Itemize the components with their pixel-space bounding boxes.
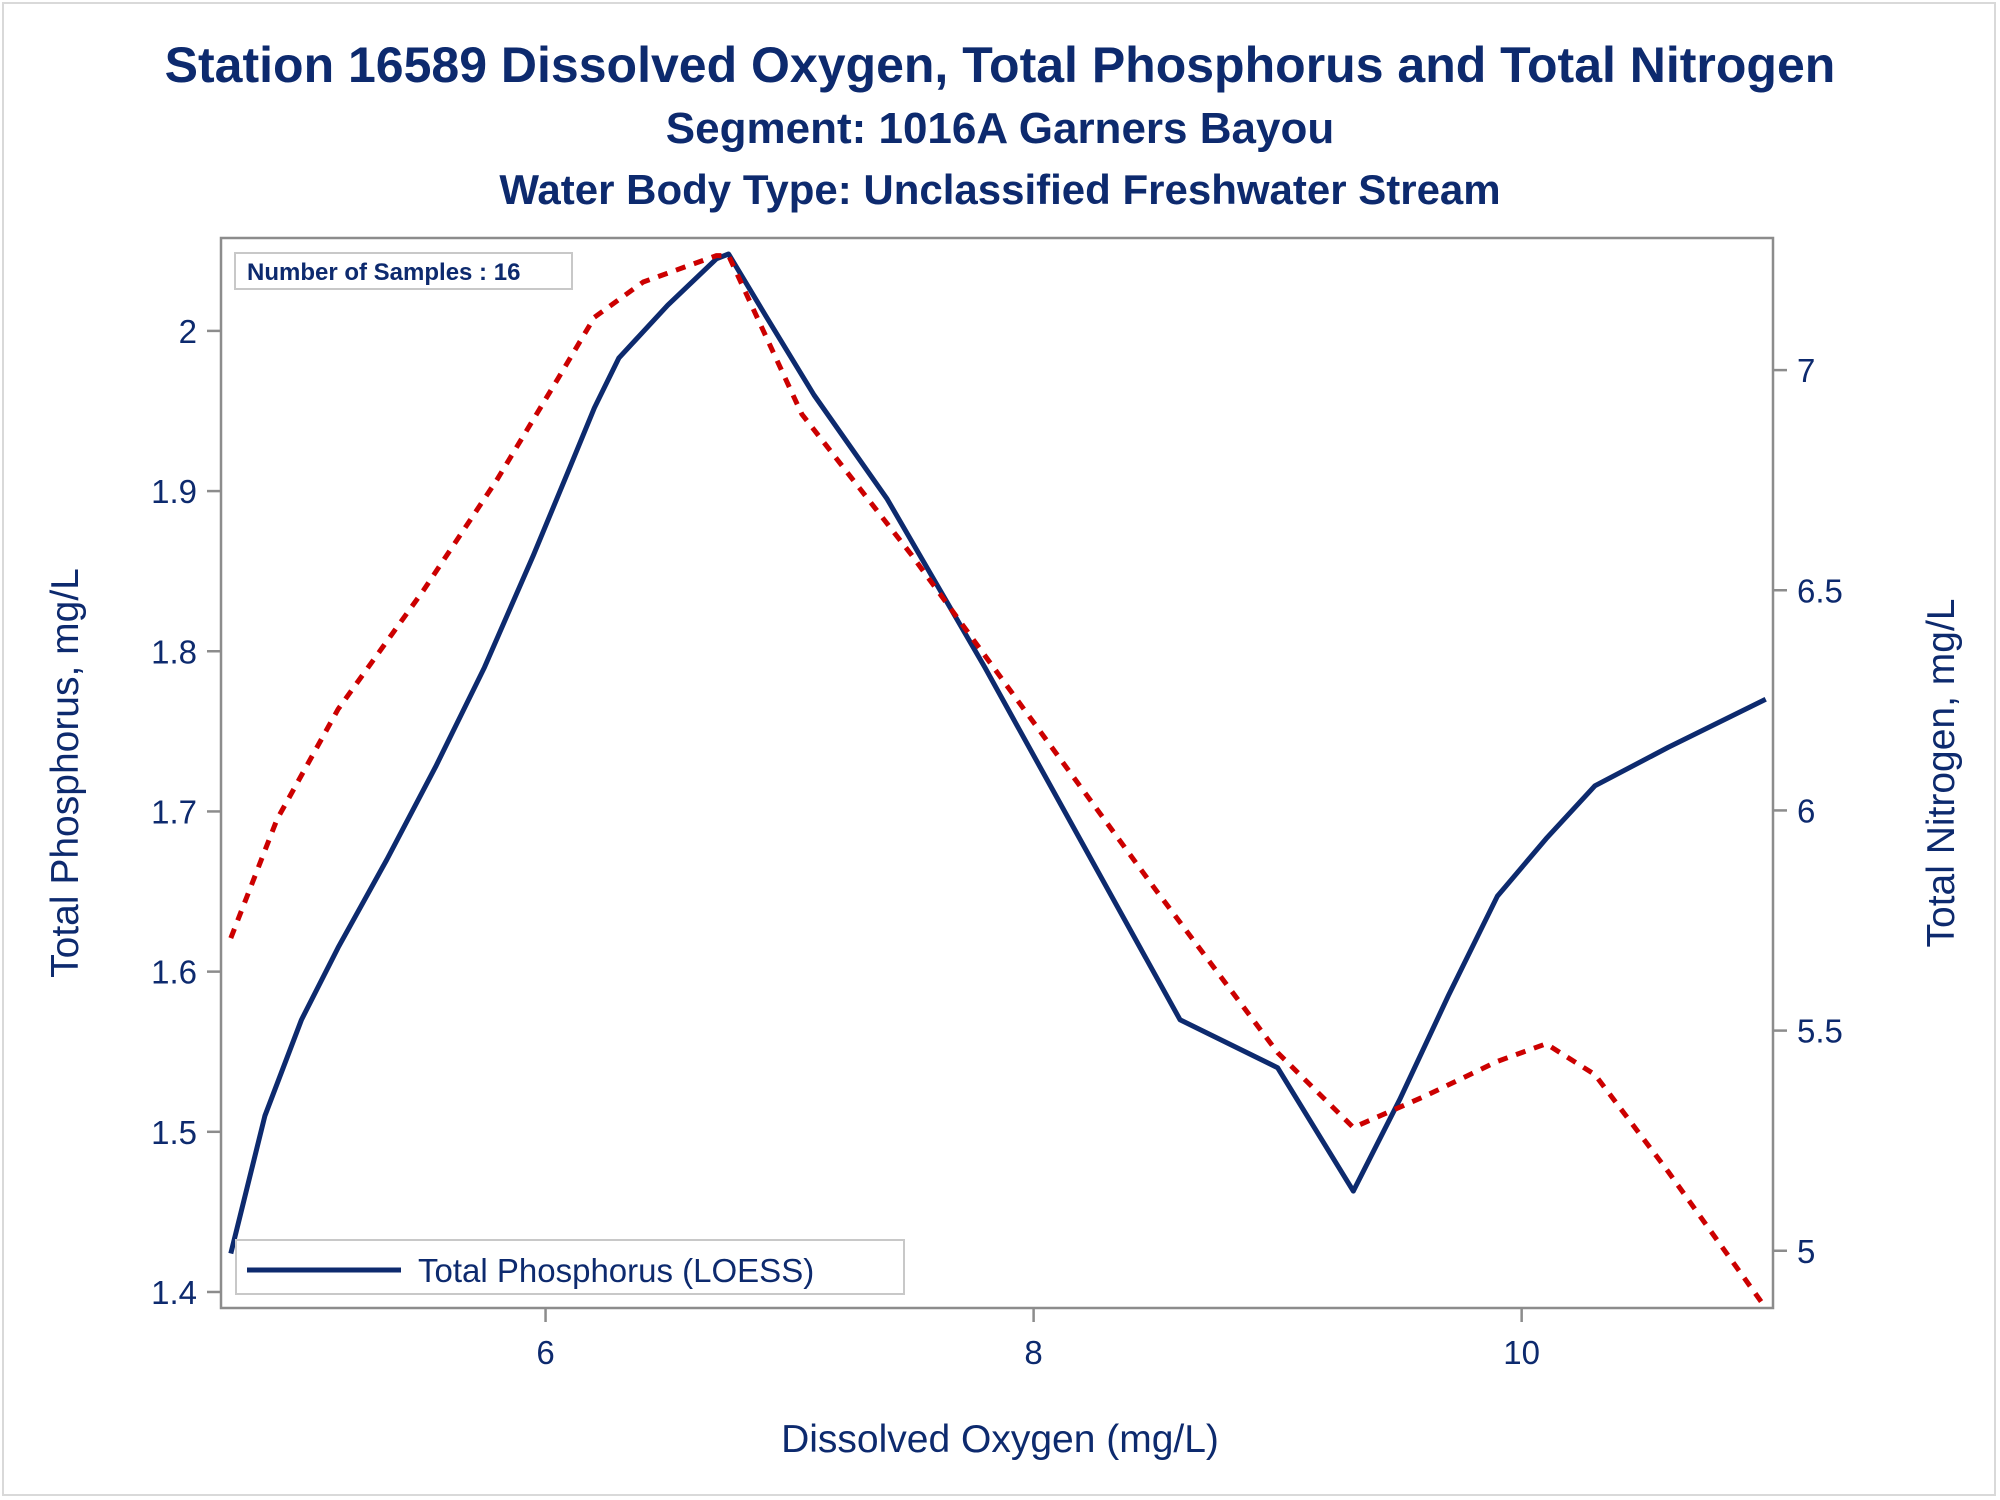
y-tick-label: 2 (179, 313, 197, 350)
y-axis-right: 5 5.5 6 6.5 7 (1773, 352, 1843, 1270)
y2-tick-label: 5 (1797, 1233, 1815, 1270)
phosphorus-series-line (228, 251, 1767, 1255)
y2-axis-label: Total Nitrogen, mg/L (1920, 598, 1963, 947)
x-axis-label: Dissolved Oxygen (mg/L) (781, 1418, 1219, 1461)
x-tick-label: 8 (1024, 1334, 1042, 1371)
y-tick-label: 1.5 (151, 1114, 197, 1151)
y-tick-label: 1.7 (151, 793, 197, 830)
chart-title: Station 16589 Dissolved Oxygen, Total Ph… (164, 37, 1836, 93)
sample-count-annotation: Number of Samples : 16 (234, 252, 573, 290)
y-tick-label: 1.8 (151, 633, 197, 670)
plot-area (219, 236, 1775, 1310)
series-group (228, 251, 1768, 1310)
chart-subtitle: Segment: 1016A Garners Bayou (665, 104, 1335, 153)
x-tick-label: 6 (536, 1334, 554, 1371)
x-axis: 6 8 10 (536, 1308, 1540, 1371)
chart-subtitle-2: Water Body Type: Unclassified Freshwater… (499, 166, 1501, 213)
y2-tick-label: 7 (1797, 352, 1815, 389)
y-tick-label: 1.6 (151, 954, 197, 991)
legend: Total Phosphorus (LOESS) (235, 1239, 905, 1295)
legend-entry-label: Total Phosphorus (LOESS) (418, 1252, 814, 1289)
y2-tick-label: 6 (1797, 792, 1815, 829)
sample-count-text: Number of Samples : 16 (247, 259, 520, 286)
y-tick-label: 1.4 (151, 1274, 197, 1311)
y-tick-label: 1.9 (151, 473, 197, 510)
y2-tick-label: 5.5 (1797, 1013, 1843, 1050)
x-tick-label: 10 (1503, 1334, 1540, 1371)
nitrogen-series-line (228, 253, 1768, 1310)
y-axis-left: 1.4 1.5 1.6 1.7 1.8 1.9 2 (151, 313, 221, 1311)
y2-tick-label: 6.5 (1797, 572, 1843, 609)
y-axis-label: Total Phosphorus, mg/L (44, 568, 87, 978)
